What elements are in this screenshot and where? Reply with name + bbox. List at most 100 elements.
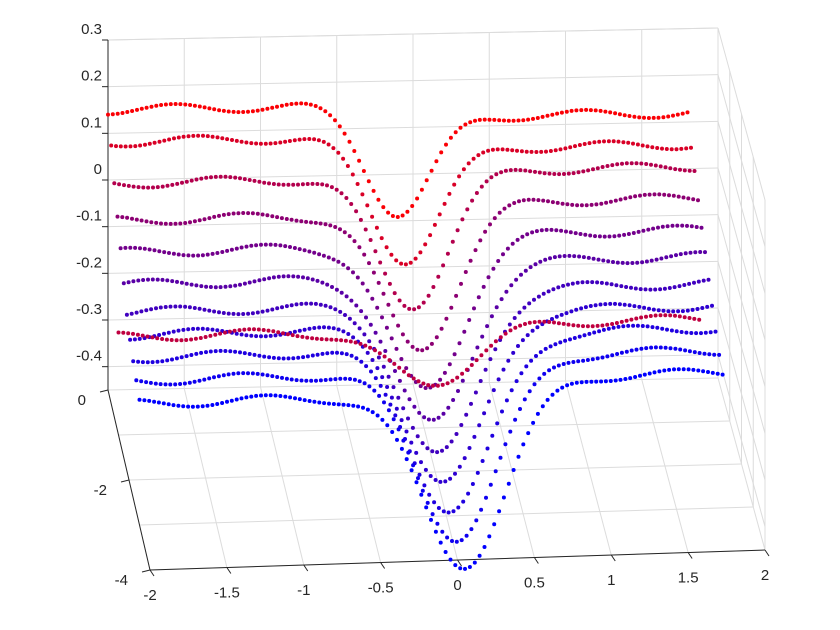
data-point — [516, 454, 521, 459]
data-point — [558, 340, 563, 345]
data-point — [467, 565, 472, 569]
data-point — [255, 310, 260, 315]
data-point — [497, 210, 502, 215]
data-point — [604, 281, 609, 286]
data-point — [344, 196, 349, 200]
data-point — [312, 326, 317, 330]
data-point — [585, 358, 590, 362]
data-point — [189, 353, 194, 357]
data-point — [460, 371, 465, 376]
data-point — [641, 228, 646, 233]
data-point — [375, 366, 380, 371]
data-point — [220, 250, 225, 254]
data-point — [396, 427, 401, 432]
data-point — [548, 344, 553, 349]
data-point — [569, 381, 574, 386]
data-point — [566, 322, 571, 327]
data-point — [532, 297, 536, 302]
data-point — [608, 301, 613, 306]
data-point — [212, 107, 217, 112]
data-point — [333, 307, 338, 312]
data-point — [631, 141, 635, 146]
data-point — [672, 367, 676, 372]
x-tick-mark — [687, 552, 693, 559]
data-point — [602, 139, 606, 144]
data-point — [420, 441, 425, 446]
data-point — [246, 211, 251, 216]
data-point — [593, 234, 597, 239]
data-point — [674, 329, 679, 334]
data-point — [403, 262, 408, 267]
data-point — [585, 280, 590, 285]
data-point — [483, 229, 488, 234]
data-point — [281, 182, 286, 187]
data-point — [404, 457, 409, 462]
data-point — [485, 446, 490, 451]
data-point — [382, 400, 386, 405]
data-point — [644, 259, 649, 264]
data-point — [575, 280, 580, 285]
data-point — [661, 308, 666, 313]
data-point — [666, 309, 671, 314]
data-point — [289, 377, 294, 382]
data-point — [479, 353, 484, 358]
data-point — [416, 476, 420, 481]
data-point — [136, 185, 141, 190]
data-point — [651, 115, 656, 120]
data-point — [308, 102, 313, 107]
data-point — [619, 284, 624, 289]
data-point — [133, 245, 138, 250]
data-point — [227, 329, 232, 334]
data-point — [262, 354, 267, 359]
data-point — [539, 228, 544, 233]
data-point — [178, 382, 183, 386]
data-point — [613, 111, 618, 116]
data-point — [173, 221, 178, 226]
data-point — [584, 107, 589, 112]
data-point — [270, 105, 275, 110]
data-point — [143, 142, 147, 147]
data-point — [365, 203, 370, 208]
data-point — [310, 336, 315, 341]
data-point — [310, 277, 315, 282]
data-point — [354, 303, 359, 308]
data-point — [184, 179, 189, 184]
data-point — [391, 385, 396, 390]
data-point — [226, 372, 231, 377]
data-point — [370, 214, 375, 219]
data-point — [144, 380, 149, 385]
data-point — [202, 217, 207, 222]
data-point — [490, 433, 495, 438]
data-point — [281, 331, 285, 336]
data-point — [433, 478, 438, 482]
data-point — [563, 338, 568, 343]
data-point — [391, 417, 396, 422]
data-point — [453, 130, 458, 135]
data-point — [449, 439, 454, 444]
y-tick-mark — [99, 389, 109, 393]
data-point — [170, 279, 175, 284]
data-point — [539, 149, 544, 154]
data-point — [213, 285, 218, 290]
data-point — [389, 252, 394, 257]
data-point — [624, 161, 629, 166]
data-point — [649, 258, 654, 263]
data-point — [553, 148, 558, 153]
data-point — [386, 374, 391, 379]
data-point — [353, 340, 358, 345]
data-point — [327, 401, 331, 406]
data-point — [620, 161, 624, 166]
data-point — [501, 252, 505, 257]
data-point — [499, 297, 504, 302]
data-point — [689, 331, 694, 335]
data-point — [520, 234, 525, 239]
data-point — [559, 228, 564, 233]
data-point — [431, 417, 436, 422]
z-tick-label: 0.2 — [81, 68, 102, 85]
data-point — [544, 149, 548, 154]
data-point — [239, 245, 244, 250]
data-point — [530, 328, 535, 333]
data-point — [424, 505, 429, 510]
data-point — [390, 214, 395, 218]
data-point — [672, 285, 677, 290]
